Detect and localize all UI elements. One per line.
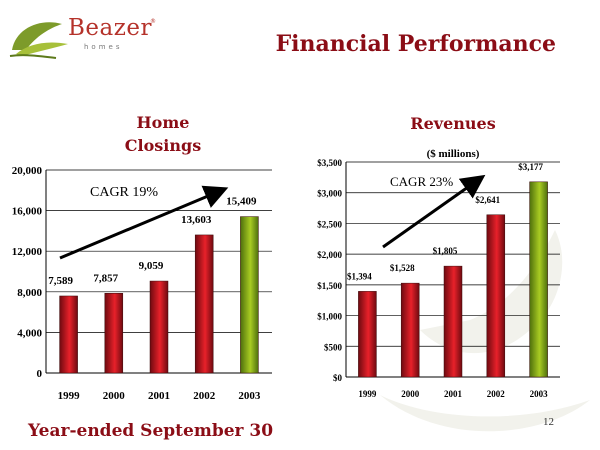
y-tick-label: 16,000	[12, 206, 43, 218]
data-label: 7,589	[48, 275, 73, 287]
logo-wordmark: Beazer	[68, 15, 152, 41]
y-tick-label: 4,000	[17, 327, 42, 339]
cagr-annotation: CAGR 23%	[390, 174, 453, 189]
bar	[240, 216, 259, 374]
y-tick-label: 20,000	[12, 165, 43, 177]
footnote: Year-ended September 30	[28, 421, 274, 441]
data-label: 13,603	[181, 214, 212, 226]
y-tick-label: $3,500	[317, 158, 342, 168]
y-tick-label: 0	[37, 368, 43, 380]
y-tick-label: $0	[333, 373, 343, 383]
data-label: $1,528	[390, 263, 415, 273]
logo-trademark: ®	[150, 18, 156, 25]
y-tick-label: $2,000	[317, 250, 342, 260]
data-label: $3,177	[518, 162, 543, 172]
bar	[59, 295, 78, 374]
x-tick-label: 2001	[148, 390, 170, 402]
y-tick-label: $1,000	[317, 312, 342, 322]
chart-title: Home	[137, 113, 190, 132]
x-tick-label: 2002	[487, 389, 506, 399]
data-label: $1,394	[347, 271, 372, 281]
watermark-leaf	[420, 230, 563, 354]
trend-arrow	[59, 185, 229, 260]
cagr-annotation: CAGR 19%	[90, 185, 158, 200]
page-number: 12	[543, 416, 554, 428]
bar	[400, 282, 420, 378]
watermark-leaf	[380, 395, 590, 432]
x-tick-label: 2002	[193, 390, 216, 402]
chart-title: Closings	[125, 136, 201, 155]
trend-arrow	[382, 174, 486, 249]
bar	[194, 234, 214, 374]
data-label: 9,059	[139, 260, 164, 272]
data-label: $1,805	[433, 246, 458, 256]
data-label: 7,857	[93, 272, 118, 284]
bar	[486, 214, 506, 378]
x-tick-label: 1999	[58, 390, 81, 402]
data-label: 15,409	[226, 196, 257, 208]
y-tick-label: 8,000	[17, 287, 42, 299]
bar	[149, 280, 169, 374]
company-logo	[6, 14, 166, 60]
x-tick-label: 2000	[401, 389, 420, 399]
bar	[529, 181, 548, 378]
bar	[443, 265, 463, 378]
bar	[104, 293, 124, 374]
x-tick-label: 2003	[530, 389, 549, 399]
y-tick-label: $3,000	[317, 189, 342, 199]
bar	[358, 291, 377, 378]
x-tick-label: 1999	[358, 389, 377, 399]
x-tick-label: 2003	[238, 390, 261, 402]
x-tick-label: 2000	[103, 390, 126, 402]
logo-subtext: homes	[84, 43, 123, 51]
chart-title: Revenues	[410, 114, 495, 133]
slide-title: Financial Performance	[275, 31, 556, 57]
leaf-icon	[9, 22, 68, 59]
y-tick-label: $2,500	[317, 219, 342, 229]
data-label: $2,641	[475, 195, 500, 205]
y-tick-label: $500	[324, 342, 343, 352]
y-tick-label: 12,000	[12, 246, 43, 258]
y-tick-label: $1,500	[317, 281, 342, 291]
x-tick-label: 2001	[444, 389, 463, 399]
chart-subtitle: ($ millions)	[427, 148, 480, 160]
